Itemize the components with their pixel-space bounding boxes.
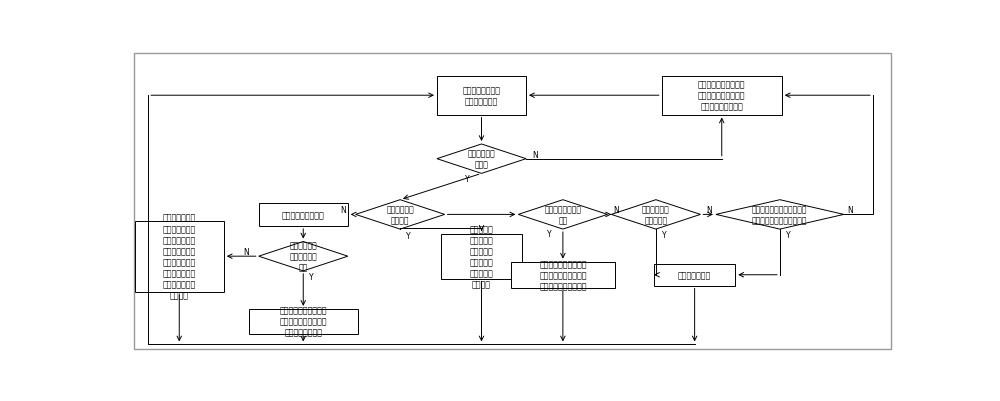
Polygon shape	[437, 145, 526, 174]
Text: Y: Y	[465, 174, 470, 183]
Text: 视频跟踪检测器跟
踪路口周边行人: 视频跟踪检测器跟 踪路口周边行人	[462, 86, 501, 106]
Bar	[249, 309, 358, 334]
Text: 保持人行横
道为红灯，
并提示过街
行人请站到
过街行人等
待区等待: 保持人行横 道为红灯， 并提示过街 行人请站到 过街行人等 待区等待	[470, 225, 493, 289]
Text: 过街等待区有
人站立: 过街等待区有 人站立	[468, 149, 495, 169]
Text: 保持人行横道红灯不变
，提示过街行人请站到
过街行人等待区等待: 保持人行横道红灯不变 ，提示过街行人请站到 过街行人等待区等待	[698, 81, 746, 111]
Text: Y: Y	[309, 272, 314, 281]
Text: 置人行横道为红灯，并
提示过街行人请站到过
街行人等待区等待: 置人行横道为红灯，并 提示过街行人请站到过 街行人等待区等待	[280, 306, 327, 337]
Text: 置人行横道绿灯: 置人行横道绿灯	[678, 271, 711, 279]
Polygon shape	[611, 200, 700, 229]
Bar	[662, 77, 782, 115]
Text: N: N	[532, 150, 538, 159]
Text: 保持人行横道绿
灯闪烁，提示过
衔行人快速通过
路口；没有进入
人行横道的行人
请在过街等待区
等待下一次人行
横道绿灯: 保持人行横道绿 灯闪烁，提示过 衔行人快速通过 路口；没有进入 人行横道的行人 …	[163, 213, 196, 300]
Bar	[654, 264, 735, 286]
Text: Y: Y	[786, 231, 791, 239]
Text: N: N	[341, 206, 346, 215]
Bar	[135, 221, 224, 292]
Text: Y: Y	[662, 231, 667, 239]
Polygon shape	[518, 200, 607, 229]
Text: N: N	[614, 206, 619, 215]
Text: 人行横道信号灯是
绿灯: 人行横道信号灯是 绿灯	[544, 205, 581, 225]
Text: 人行横道中的
行人全部通过
路口: 人行横道中的 行人全部通过 路口	[289, 241, 317, 272]
Bar	[441, 234, 522, 279]
Bar	[511, 262, 615, 288]
Bar	[259, 203, 348, 227]
Text: N: N	[848, 206, 853, 215]
Text: 提示过街行人快速通过
路口；不过街的行人请
在过街等待区外边站立: 提示过街行人快速通过 路口；不过街的行人请 在过街等待区外边站立	[539, 259, 587, 291]
Text: 置人行横道绿灯闪烁: 置人行横道绿灯闪烁	[282, 211, 325, 219]
Text: N: N	[244, 247, 249, 256]
Text: 机动车信号灯
刚开启绿灯: 机动车信号灯 刚开启绿灯	[642, 205, 670, 225]
Text: 人行横道信号
灯是红灯: 人行横道信号 灯是红灯	[386, 205, 414, 225]
Text: 机动车信号灯绿灯剩余时间
能保证行人安全通过路口吗: 机动车信号灯绿灯剩余时间 能保证行人安全通过路口吗	[752, 205, 808, 225]
Text: Y: Y	[547, 230, 551, 239]
Polygon shape	[356, 200, 445, 229]
Polygon shape	[259, 242, 348, 271]
Polygon shape	[716, 200, 844, 229]
Text: N: N	[707, 206, 712, 215]
Text: Y: Y	[406, 231, 411, 240]
Bar	[437, 77, 526, 115]
